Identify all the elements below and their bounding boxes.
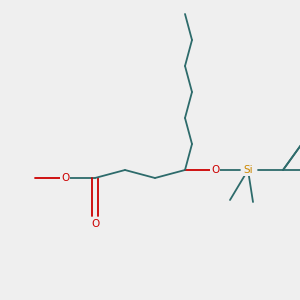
Text: O: O: [61, 173, 69, 183]
Text: O: O: [91, 219, 99, 229]
Text: O: O: [211, 165, 219, 175]
Text: Si: Si: [243, 165, 253, 175]
